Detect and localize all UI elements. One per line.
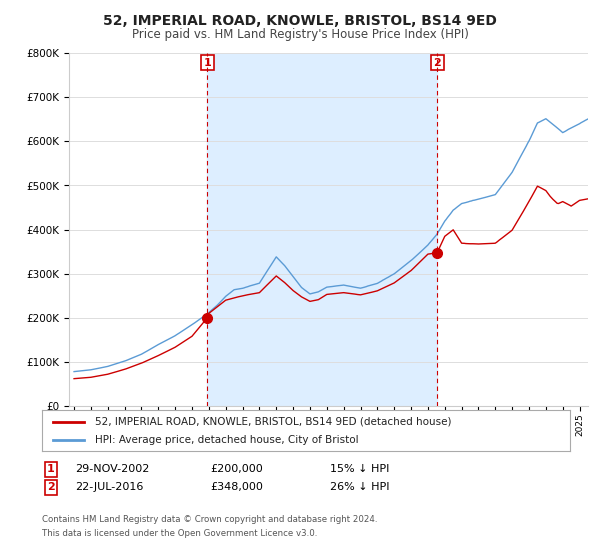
Text: 2: 2 (433, 58, 441, 68)
Text: 52, IMPERIAL ROAD, KNOWLE, BRISTOL, BS14 9ED: 52, IMPERIAL ROAD, KNOWLE, BRISTOL, BS14… (103, 14, 497, 28)
Text: This data is licensed under the Open Government Licence v3.0.: This data is licensed under the Open Gov… (42, 529, 317, 538)
Text: 1: 1 (47, 464, 55, 474)
Text: 29-NOV-2002: 29-NOV-2002 (75, 464, 149, 474)
Text: 15% ↓ HPI: 15% ↓ HPI (330, 464, 389, 474)
Text: Contains HM Land Registry data © Crown copyright and database right 2024.: Contains HM Land Registry data © Crown c… (42, 515, 377, 524)
Text: Price paid vs. HM Land Registry's House Price Index (HPI): Price paid vs. HM Land Registry's House … (131, 28, 469, 41)
Text: 1: 1 (203, 58, 211, 68)
Text: 26% ↓ HPI: 26% ↓ HPI (330, 482, 389, 492)
Text: 2: 2 (47, 482, 55, 492)
Bar (208, 53, 437, 406)
Text: £200,000: £200,000 (210, 464, 263, 474)
Text: £348,000: £348,000 (210, 482, 263, 492)
Text: 52, IMPERIAL ROAD, KNOWLE, BRISTOL, BS14 9ED (detached house): 52, IMPERIAL ROAD, KNOWLE, BRISTOL, BS14… (95, 417, 451, 427)
Text: 22-JUL-2016: 22-JUL-2016 (75, 482, 143, 492)
Text: HPI: Average price, detached house, City of Bristol: HPI: Average price, detached house, City… (95, 435, 358, 445)
